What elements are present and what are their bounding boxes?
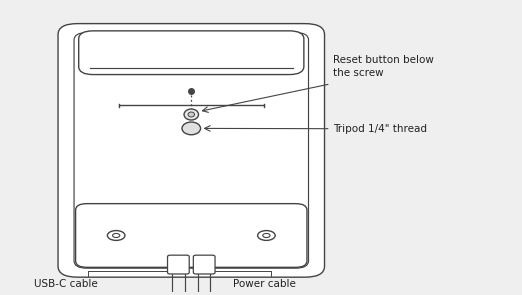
FancyBboxPatch shape [58, 24, 325, 277]
FancyBboxPatch shape [74, 32, 309, 268]
Ellipse shape [182, 122, 200, 135]
Circle shape [263, 233, 270, 237]
Ellipse shape [188, 112, 195, 117]
FancyBboxPatch shape [79, 31, 304, 75]
Circle shape [113, 233, 120, 237]
FancyBboxPatch shape [76, 204, 307, 267]
Circle shape [258, 231, 275, 240]
Text: USB-C cable: USB-C cable [34, 279, 98, 289]
Ellipse shape [184, 109, 198, 120]
Circle shape [108, 231, 125, 240]
Text: Power cable: Power cable [233, 279, 295, 289]
Text: Reset button below
the screw: Reset button below the screw [334, 55, 434, 78]
FancyBboxPatch shape [193, 255, 215, 274]
FancyBboxPatch shape [168, 255, 189, 274]
Text: Tripod 1/4" thread: Tripod 1/4" thread [334, 124, 428, 134]
